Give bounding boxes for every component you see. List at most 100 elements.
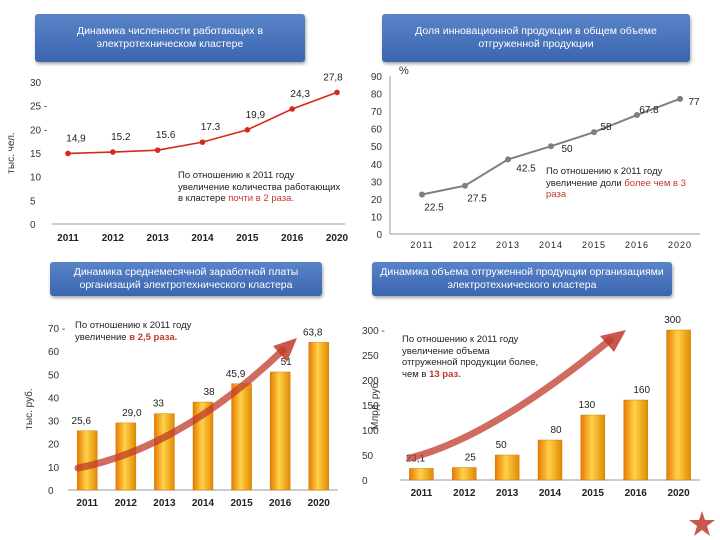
chart2-ytick: 10 bbox=[371, 212, 383, 223]
chart4-ytick: 300 - bbox=[362, 326, 385, 337]
chart2-ytick: 40 bbox=[371, 160, 383, 171]
chart2-unit: % bbox=[399, 65, 409, 77]
chart3-data-label: 38 bbox=[203, 387, 215, 398]
chart1-ytick: 25 - bbox=[30, 102, 47, 113]
panel3-note-text: По отношению к 2011 году увеличение bbox=[75, 320, 192, 343]
chart4-trend-arrow bbox=[406, 336, 614, 462]
chart2-point bbox=[505, 156, 511, 163]
chart3-xtick: 2014 bbox=[192, 498, 215, 509]
chart1-point bbox=[334, 89, 340, 96]
chart4-data-label: 80 bbox=[550, 425, 562, 436]
chart4-ytick: 200 bbox=[362, 376, 379, 387]
chart3-bar bbox=[154, 413, 175, 491]
chart4-xtick: 2016 bbox=[625, 488, 648, 499]
chart1-data-label: 17.3 bbox=[201, 122, 221, 133]
panel4-note-text: По отношению к 2011 году увеличение объе… bbox=[402, 334, 539, 380]
panel2-note: По отношению к 2011 году увеличение доли… bbox=[546, 166, 696, 201]
chart1-xtick: 2013 bbox=[147, 233, 170, 244]
chart1-point bbox=[289, 106, 295, 112]
chart4-bar bbox=[623, 399, 648, 481]
chart3-xtick: 2011 bbox=[76, 498, 98, 509]
chart2-ytick: 30 bbox=[371, 177, 383, 188]
panel4-title: Динамика объема отгруженной продукции ор… bbox=[372, 262, 672, 296]
chart2-xtick: 2020 bbox=[668, 240, 692, 250]
chart2-ytick: 80 bbox=[371, 90, 383, 101]
chart2-ytick: 50 bbox=[371, 142, 383, 153]
chart3-data-label: 45,9 bbox=[226, 369, 246, 380]
chart1-ytick: 10 bbox=[30, 173, 42, 184]
chart1-xtick: 2014 bbox=[191, 233, 214, 244]
chart4-ytick: 0 bbox=[362, 476, 368, 487]
chart4-bar bbox=[580, 414, 606, 481]
chart4-xtick: 2013 bbox=[496, 488, 519, 499]
chart1-point bbox=[199, 139, 206, 145]
chart4-xtick: 2015 bbox=[582, 488, 605, 499]
chart2: % 0 10 20 30 40 50 60 70 80 90 2011 2012 2013 2014 2015… bbox=[371, 65, 700, 250]
chart3-ytick: 50 bbox=[48, 370, 60, 381]
chart4-xtick: 2011 bbox=[411, 488, 433, 499]
chart2-point bbox=[548, 143, 554, 150]
chart1-point bbox=[154, 147, 161, 153]
panel3-note-highlight: в 2,5 раза. bbox=[129, 331, 178, 343]
chart3-ytick: 60 bbox=[48, 347, 60, 358]
chart1-point bbox=[110, 149, 116, 155]
panel1-note-text: По отношению к 2011 году увеличение коли… bbox=[178, 170, 341, 204]
panel1-title: Динамика численности работающих в электр… bbox=[35, 14, 305, 62]
chart4-xtick: 2014 bbox=[539, 488, 562, 499]
chart4-ytick: 50 bbox=[362, 451, 374, 462]
chart2-ytick: 90 bbox=[371, 72, 383, 83]
chart4-ylabel: Млрд. руб. bbox=[369, 380, 381, 430]
chart2-xtick: 2014 bbox=[539, 240, 563, 250]
panel3-title: Динамика среднемесячной заработной платы… bbox=[50, 262, 322, 296]
panel2-note-text: По отношению к 2011 году увеличение доли bbox=[546, 166, 663, 189]
chart3-xtick: 2012 bbox=[115, 498, 138, 509]
chart2-point bbox=[677, 95, 683, 102]
chart2-xtick: 2011 bbox=[410, 240, 433, 250]
chart3-xtick: 2016 bbox=[269, 498, 292, 509]
chart1: тыс. чел. 0 5 10 15 20 - 25 - 30 2011 2012 2013 201… bbox=[6, 72, 349, 244]
chart3-arrow-head bbox=[273, 338, 297, 362]
chart4-data-label: 130 bbox=[579, 400, 596, 411]
chart3-ytick: 20 bbox=[48, 440, 60, 451]
chart3-ytick: 10 bbox=[48, 463, 60, 474]
chart2-xtick: 2015 bbox=[582, 240, 606, 250]
chart1-xtick: 2020 bbox=[326, 233, 349, 244]
chart1-xtick: 2011 bbox=[57, 233, 79, 244]
chart3-data-label: 63,8 bbox=[303, 327, 323, 338]
panel2-title: Доля инновационной продукции в общем объ… bbox=[382, 14, 690, 62]
panel1-title-text: Динамика численности работающих в электр… bbox=[76, 25, 264, 50]
panel3-title-text: Динамика среднемесячной заработной платы… bbox=[73, 266, 299, 291]
panel3-note: По отношению к 2011 году увеличение в 2,… bbox=[75, 320, 225, 343]
chart1-ylabel: тыс. чел. bbox=[6, 132, 17, 173]
chart3-trend-arrow bbox=[74, 346, 287, 472]
chart3-ytick: 40 bbox=[48, 393, 60, 404]
chart4-xtick: 2020 bbox=[667, 488, 690, 499]
chart4-arrow-head bbox=[600, 330, 626, 352]
chart3-data-label: 25,6 bbox=[72, 416, 92, 427]
panel1-note-highlight: почти в 2 раза. bbox=[228, 193, 295, 204]
chart4-data-label: 25 bbox=[465, 453, 477, 464]
chart2-data-label: 77 bbox=[688, 97, 700, 108]
chart4-bar bbox=[452, 467, 477, 481]
chart2-data-label: 22.5 bbox=[424, 203, 444, 214]
chart4-ytick: 250 bbox=[362, 351, 379, 362]
chart1-ytick: 30 bbox=[30, 78, 42, 89]
chart3-data-label: 29,0 bbox=[122, 408, 142, 419]
chart3: тыс. руб. 0 10 20 30 40 50 60 70 - 25,6 2011 29,0 20… bbox=[23, 324, 338, 509]
chart1-data-label: 15.2 bbox=[111, 132, 131, 143]
chart2-point bbox=[462, 182, 468, 189]
chart3-ytick: 70 - bbox=[48, 324, 65, 335]
chart4-data-label: 50 bbox=[496, 440, 508, 451]
chart4-bar bbox=[409, 468, 434, 481]
panel2-title-text: Доля инновационной продукции в общем объ… bbox=[415, 25, 657, 50]
chart1-data-label: 27,8 bbox=[323, 72, 343, 83]
chart1-ytick: 20 - bbox=[30, 125, 47, 136]
chart2-xtick: 2016 bbox=[625, 240, 649, 250]
chart4-ytick: 150 bbox=[362, 401, 379, 412]
chart1-data-label: 19,9 bbox=[246, 110, 266, 121]
chart3-bar bbox=[308, 342, 329, 491]
chart3-xtick: 2015 bbox=[230, 498, 253, 509]
chart2-data-label: 67.8 bbox=[639, 105, 659, 116]
chart3-ylabel: тыс. руб. bbox=[23, 388, 35, 429]
